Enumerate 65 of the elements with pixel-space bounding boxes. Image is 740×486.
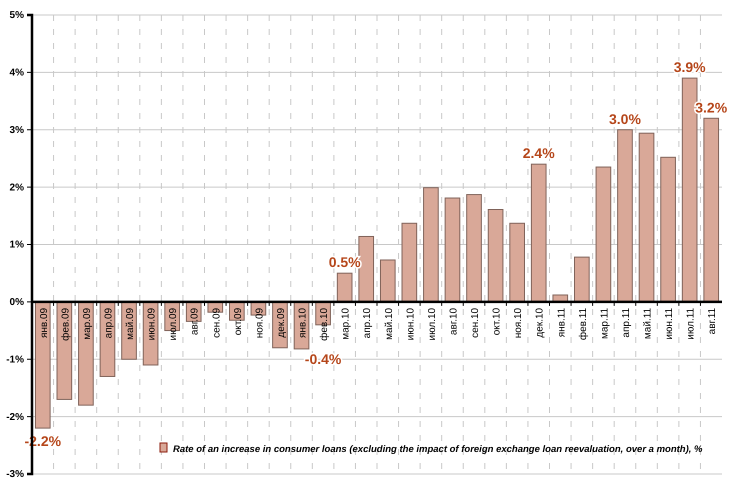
y-tick-label: 3%	[10, 124, 24, 136]
bar	[530, 164, 547, 302]
data-label: 2.4%	[522, 145, 556, 162]
x-tick-label: янв.09	[38, 307, 50, 338]
y-tick-label: -2%	[6, 412, 24, 423]
legend-label: Rate of an increase in consumer loans (excluding the impact of foreign exchange loan reevaluation, over a month), %	[173, 444, 704, 455]
y-tick-label: -1%	[6, 354, 24, 366]
x-tick-label: июл.09	[168, 307, 180, 340]
bar	[444, 198, 460, 302]
x-tick-label: мар.11	[599, 307, 610, 340]
bar	[703, 118, 720, 302]
x-tick-label: ноя.09	[254, 307, 266, 338]
bar	[596, 166, 612, 302]
data-label: 3.0%	[609, 110, 642, 127]
x-tick-label: июн.11	[664, 307, 676, 340]
y-tick-label: 0%	[10, 297, 24, 308]
x-tick-label: апр.10	[362, 307, 374, 338]
x-tick-label: июн.09	[146, 307, 158, 340]
x-tick-label: ноя.10	[513, 307, 524, 338]
x-tick-label: мар.10	[340, 307, 352, 340]
x-tick-label: апр.09	[103, 307, 114, 338]
x-tick-label: июн.10	[405, 307, 416, 340]
bar	[574, 256, 590, 302]
x-tick-label: фев.10	[319, 307, 330, 341]
x-tick-label: май.11	[642, 307, 654, 340]
bar	[638, 132, 654, 302]
x-tick-label: апр.11	[620, 307, 632, 338]
x-tick-label: сен.09	[211, 307, 222, 338]
bar	[34, 301, 51, 429]
x-tick-label: сен.10	[470, 307, 482, 338]
x-tick-label: янв.11	[556, 307, 568, 338]
data-label: -0.4%	[304, 350, 342, 367]
y-tick-label: 4%	[10, 68, 24, 79]
bar	[380, 259, 396, 302]
y-tick-label: 5%	[10, 10, 24, 22]
x-tick-label: мар.09	[82, 307, 93, 340]
x-tick-label: дек.10	[534, 307, 546, 338]
x-tick-label: фев.11	[578, 307, 589, 340]
x-tick-label: янв.10	[298, 307, 309, 338]
bar	[336, 272, 352, 302]
x-tick-label: дек.09	[276, 307, 287, 338]
x-tick-label: июл.10	[426, 307, 438, 340]
x-tick-label: авг.10	[448, 307, 460, 336]
bar	[682, 78, 698, 302]
x-tick-label: авг.09	[190, 307, 201, 336]
x-tick-label: фев.09	[60, 307, 72, 341]
bar	[660, 156, 676, 302]
data-label: 3.9%	[674, 59, 706, 76]
x-tick-label: авг.11	[707, 307, 718, 334]
x-tick-label: окт.09	[232, 307, 244, 336]
bar	[617, 129, 633, 302]
x-tick-label: май.10	[384, 307, 395, 340]
y-tick-label: 2%	[10, 182, 24, 194]
bar	[466, 194, 482, 302]
bar	[488, 209, 504, 302]
bar	[509, 222, 525, 302]
bar	[78, 301, 94, 406]
bar	[100, 301, 116, 377]
x-tick-label: май.09	[125, 307, 136, 340]
x-tick-label: июл.11	[686, 307, 697, 340]
y-tick-label: 1%	[10, 240, 24, 251]
bar	[423, 187, 439, 302]
bar	[402, 222, 418, 302]
y-tick-label: -3%	[6, 469, 24, 480]
x-tick-label: окт.10	[492, 307, 503, 336]
